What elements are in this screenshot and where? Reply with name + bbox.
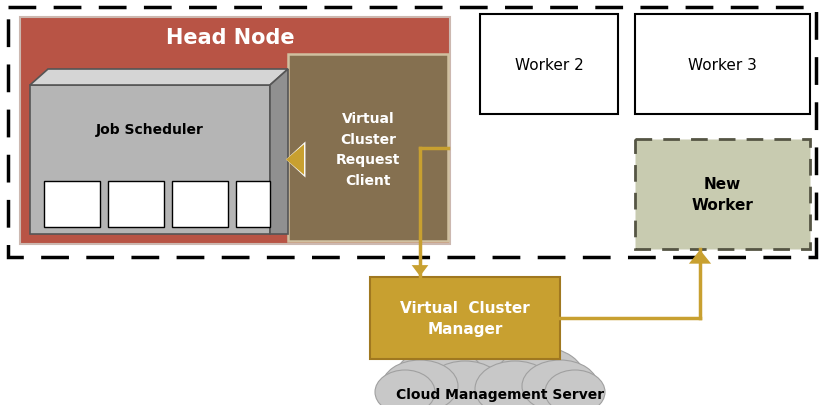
Bar [172, 181, 228, 228]
Polygon shape [30, 70, 288, 86]
Ellipse shape [475, 361, 555, 405]
Ellipse shape [545, 370, 605, 405]
Bar [635, 140, 810, 249]
FancyArrowPatch shape [412, 265, 428, 277]
Ellipse shape [495, 347, 585, 405]
Bar [108, 181, 164, 228]
FancyArrowPatch shape [689, 250, 711, 264]
FancyArrowPatch shape [286, 145, 304, 175]
Text: Job Scheduler: Job Scheduler [96, 123, 204, 136]
Ellipse shape [522, 360, 598, 405]
Text: Cloud Management Server: Cloud Management Server [396, 387, 604, 401]
Bar [8, 8, 816, 257]
Bar [44, 181, 100, 228]
Bar [480, 15, 618, 115]
Ellipse shape [425, 361, 505, 405]
Bar [236, 181, 270, 228]
Ellipse shape [375, 370, 435, 405]
Bar [20, 18, 450, 244]
Text: Worker 2: Worker 2 [515, 58, 583, 72]
Text: Worker 3: Worker 3 [687, 58, 756, 72]
Bar [288, 55, 448, 241]
Ellipse shape [395, 347, 485, 405]
Bar [635, 15, 810, 115]
Polygon shape [270, 70, 288, 234]
Bar [370, 277, 560, 359]
Ellipse shape [428, 338, 552, 405]
Text: New
Worker: New Worker [691, 177, 753, 213]
Text: Virtual  Cluster
Manager: Virtual Cluster Manager [400, 300, 530, 336]
Bar [30, 86, 270, 234]
Ellipse shape [382, 360, 458, 405]
FancyArrowPatch shape [286, 142, 306, 178]
Text: Head Node: Head Node [166, 28, 294, 48]
Text: Virtual
Cluster
Request
Client: Virtual Cluster Request Client [336, 112, 400, 188]
